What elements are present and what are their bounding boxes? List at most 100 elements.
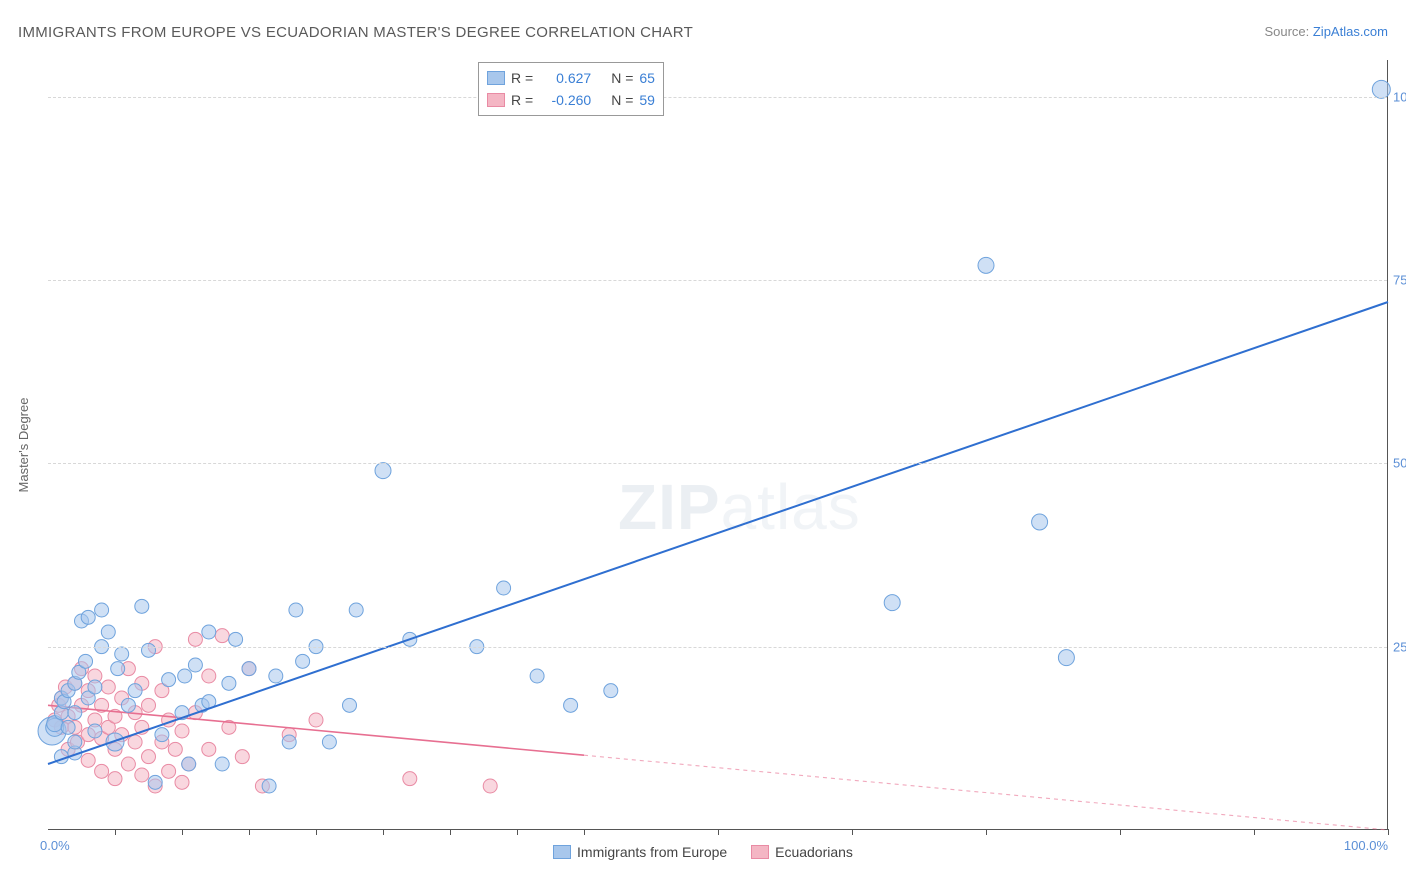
data-point-blue <box>269 669 283 683</box>
y-axis-label: Master's Degree <box>16 398 31 493</box>
n-value-pink: 59 <box>639 92 655 108</box>
data-point-blue <box>978 257 994 273</box>
x-tick <box>1254 829 1255 835</box>
x-tick <box>249 829 250 835</box>
data-point-blue <box>604 684 618 698</box>
data-point-blue <box>81 610 95 624</box>
data-point-pink <box>101 680 115 694</box>
source-link[interactable]: ZipAtlas.com <box>1313 24 1388 39</box>
data-point-blue <box>121 698 135 712</box>
data-point-blue <box>215 757 229 771</box>
data-point-blue <box>564 698 578 712</box>
legend-item-blue: Immigrants from Europe <box>553 844 727 860</box>
n-label: N = <box>611 92 633 108</box>
data-point-pink <box>108 772 122 786</box>
data-point-blue <box>142 643 156 657</box>
swatch-pink <box>751 845 769 859</box>
data-point-pink <box>95 764 109 778</box>
data-point-blue <box>162 673 176 687</box>
series-legend: Immigrants from Europe Ecuadorians <box>0 844 1406 862</box>
trend-line-blue <box>48 302 1388 764</box>
data-point-blue <box>229 632 243 646</box>
chart-plot-area: ZIPatlas 25.0%50.0%75.0%100.0% <box>48 60 1388 830</box>
data-point-blue <box>497 581 511 595</box>
correlation-legend: R = 0.627 N = 65 R = -0.260 N = 59 <box>478 62 664 116</box>
y-tick-label: 25.0% <box>1393 639 1406 654</box>
y-tick-label: 75.0% <box>1393 273 1406 288</box>
r-label: R = <box>511 70 533 86</box>
data-point-blue <box>322 735 336 749</box>
x-tick <box>115 829 116 835</box>
data-point-blue <box>202 625 216 639</box>
data-point-blue <box>115 647 129 661</box>
data-point-pink <box>128 735 142 749</box>
gridline-h <box>48 280 1387 281</box>
data-point-blue <box>262 779 276 793</box>
data-point-blue <box>1058 650 1074 666</box>
legend-label-blue: Immigrants from Europe <box>577 844 727 860</box>
r-value-blue: 0.627 <box>539 70 591 86</box>
x-tick <box>383 829 384 835</box>
data-point-pink <box>162 764 176 778</box>
data-point-blue <box>349 603 363 617</box>
data-point-blue <box>68 735 82 749</box>
data-point-blue <box>155 728 169 742</box>
data-point-pink <box>175 775 189 789</box>
data-point-blue <box>188 658 202 672</box>
x-tick <box>986 829 987 835</box>
x-tick <box>852 829 853 835</box>
source-label: Source: <box>1264 24 1312 39</box>
chart-title: IMMIGRANTS FROM EUROPE VS ECUADORIAN MAS… <box>18 24 693 41</box>
n-value-blue: 65 <box>639 70 655 86</box>
swatch-blue <box>553 845 571 859</box>
y-tick-label: 100.0% <box>1393 89 1406 104</box>
data-point-blue <box>1032 514 1048 530</box>
r-value-pink: -0.260 <box>539 92 591 108</box>
data-point-pink <box>202 742 216 756</box>
data-point-blue <box>222 676 236 690</box>
legend-row-blue: R = 0.627 N = 65 <box>487 67 655 89</box>
data-point-blue <box>884 595 900 611</box>
data-point-blue <box>289 603 303 617</box>
x-tick <box>584 829 585 835</box>
data-point-blue <box>178 669 192 683</box>
x-tick <box>517 829 518 835</box>
data-point-blue <box>530 669 544 683</box>
data-point-blue <box>343 698 357 712</box>
swatch-blue <box>487 71 505 85</box>
x-axis-label-left: 0.0% <box>40 838 70 853</box>
data-point-pink <box>309 713 323 727</box>
x-tick <box>718 829 719 835</box>
data-point-blue <box>375 463 391 479</box>
data-point-blue <box>101 625 115 639</box>
data-point-pink <box>175 724 189 738</box>
n-label: N = <box>611 70 633 86</box>
trend-line-dashed-pink <box>584 755 1388 830</box>
legend-item-pink: Ecuadorians <box>751 844 853 860</box>
data-point-blue <box>1372 80 1390 98</box>
x-tick <box>1388 829 1389 835</box>
x-tick <box>182 829 183 835</box>
data-point-blue <box>106 733 124 751</box>
data-point-blue <box>95 603 109 617</box>
data-point-blue <box>79 654 93 668</box>
x-tick <box>316 829 317 835</box>
x-tick <box>450 829 451 835</box>
data-point-blue <box>282 735 296 749</box>
source-attribution: Source: ZipAtlas.com <box>1264 24 1388 39</box>
x-axis-label-right: 100.0% <box>1344 838 1388 853</box>
r-label: R = <box>511 92 533 108</box>
legend-label-pink: Ecuadorians <box>775 844 853 860</box>
data-point-blue <box>111 662 125 676</box>
data-point-pink <box>483 779 497 793</box>
data-point-blue <box>148 775 162 789</box>
data-point-blue <box>135 599 149 613</box>
data-point-pink <box>215 629 229 643</box>
data-point-pink <box>403 772 417 786</box>
data-point-pink <box>235 750 249 764</box>
scatter-svg <box>48 60 1387 829</box>
gridline-h <box>48 97 1387 98</box>
y-tick-label: 50.0% <box>1393 456 1406 471</box>
data-point-pink <box>135 768 149 782</box>
data-point-blue <box>296 654 310 668</box>
